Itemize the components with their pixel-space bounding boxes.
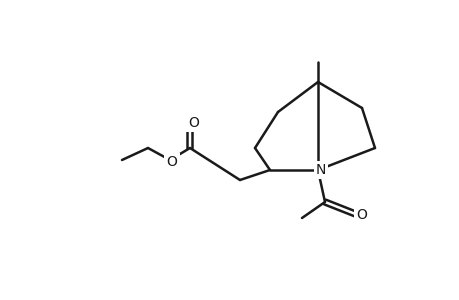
Text: O: O [166,155,177,169]
Text: O: O [356,208,367,222]
Text: N: N [315,163,325,177]
Text: O: O [188,116,199,130]
